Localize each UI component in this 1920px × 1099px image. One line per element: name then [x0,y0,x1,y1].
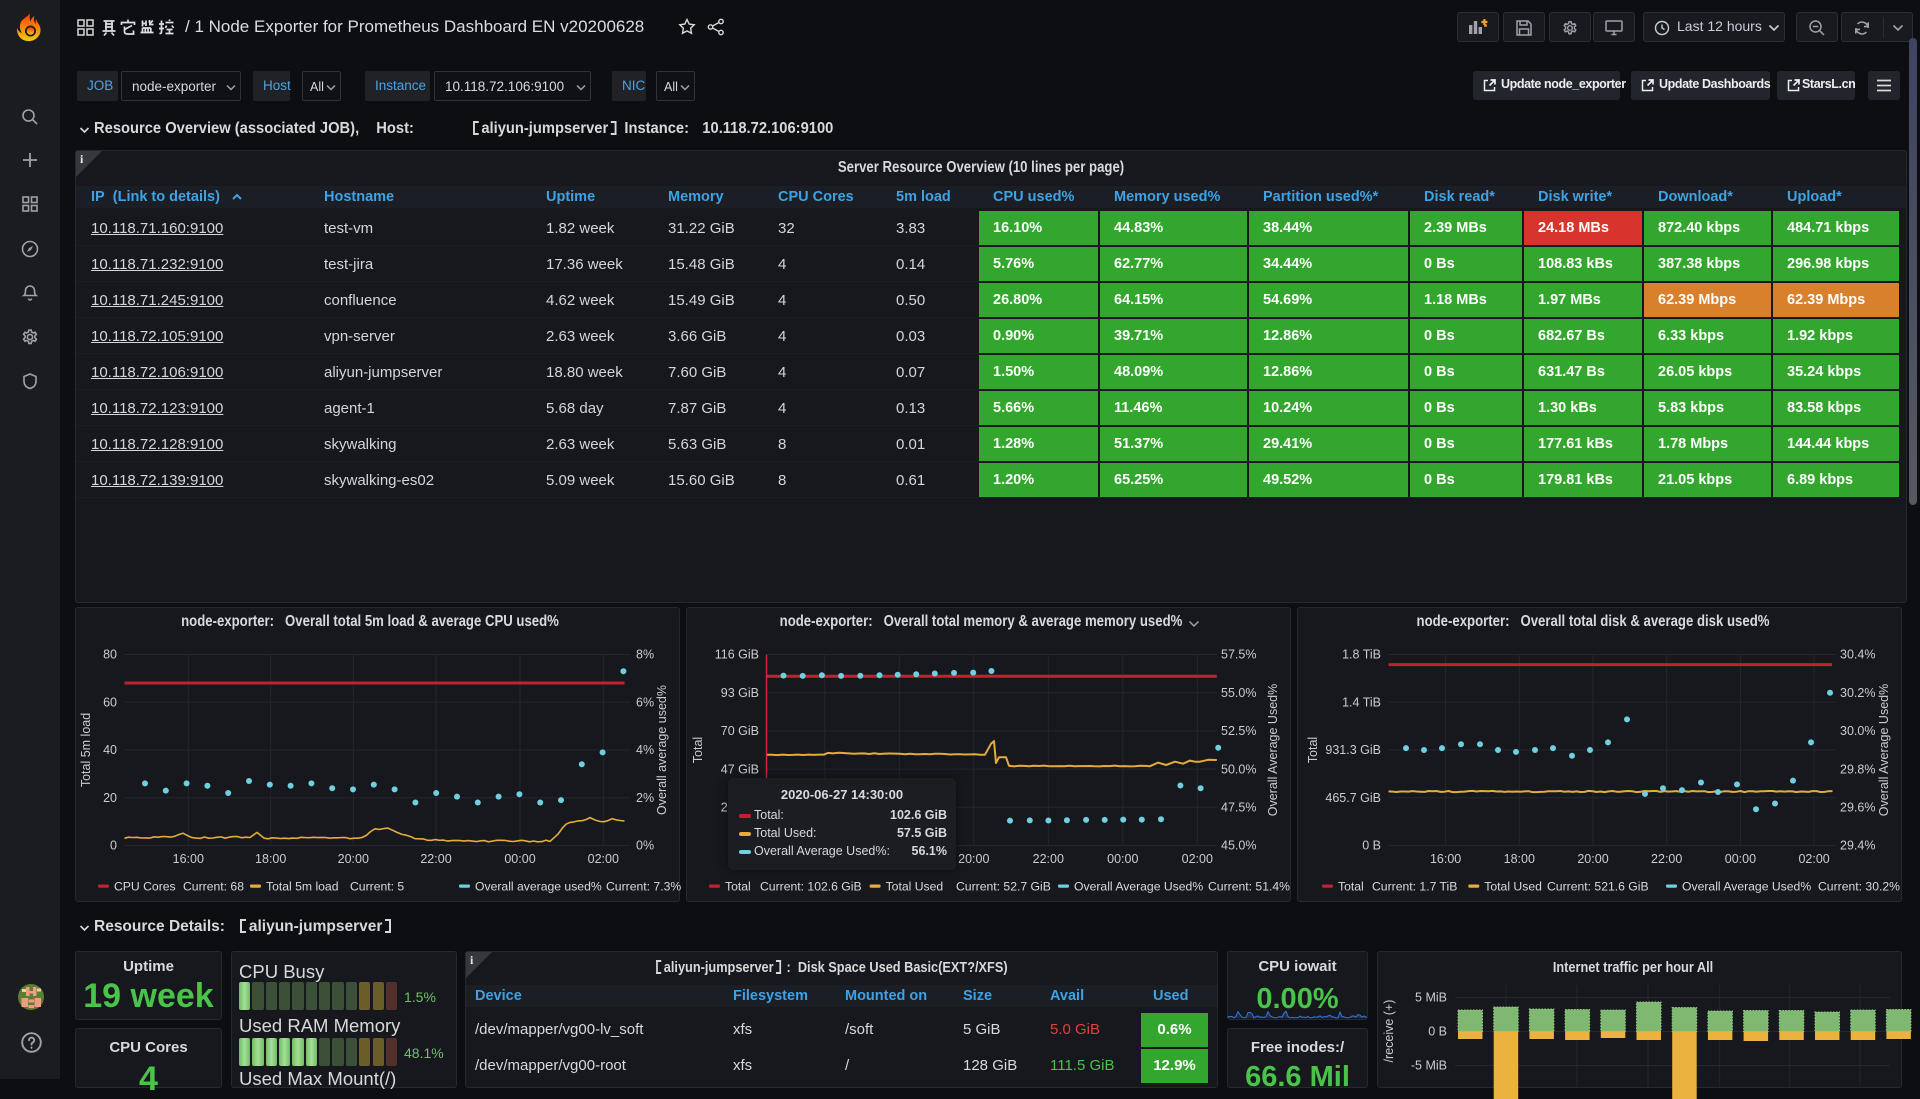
svg-text:1.8 TiB: 1.8 TiB [1342,648,1381,662]
svg-text:47 GiB: 47 GiB [721,762,759,776]
svg-text:Current: 521.6 GiB: Current: 521.6 GiB [1547,880,1649,894]
svg-text:0: 0 [110,839,117,853]
svg-text:29.4%: 29.4% [1840,839,1875,853]
svg-text:60: 60 [103,696,117,710]
svg-text:57.5%: 57.5% [1221,648,1256,662]
svg-text:Overall Average Used%: Overall Average Used% [1074,880,1203,894]
svg-text:22:00: 22:00 [420,852,451,866]
svg-text:Current: 51.4%: Current: 51.4% [1208,880,1290,894]
svg-text:47.5%: 47.5% [1221,801,1256,815]
svg-text:30.2%: 30.2% [1840,686,1875,700]
svg-text:Total: Total [691,737,705,763]
svg-text:Current: 7.3%: Current: 7.3% [606,880,681,894]
svg-text:Total Used: Total Used [1484,880,1542,894]
svg-text:Current: 68: Current: 68 [183,880,244,894]
svg-text:29.8%: 29.8% [1840,762,1875,776]
svg-text:Total 5m load: Total 5m load [266,880,339,894]
svg-text:29.6%: 29.6% [1840,801,1875,815]
svg-text:20:00: 20:00 [1577,852,1608,866]
svg-text:0%: 0% [636,839,654,853]
svg-text:-5 MiB: -5 MiB [1411,1059,1447,1073]
svg-text:Overall Average Used%: Overall Average Used% [1877,684,1891,816]
svg-text:45.0%: 45.0% [1221,839,1256,853]
svg-text:20:00: 20:00 [958,852,989,866]
svg-text:18:00: 18:00 [255,852,286,866]
svg-text:Current: 52.7 GiB: Current: 52.7 GiB [956,880,1051,894]
svg-text:Current: 102.6 GiB: Current: 102.6 GiB [760,880,862,894]
svg-text:Total: Total [725,880,751,894]
svg-text:20:00: 20:00 [338,852,369,866]
svg-text:5 MiB: 5 MiB [1415,991,1447,1005]
svg-text:55.0%: 55.0% [1221,686,1256,700]
svg-text:931.3 GiB: 931.3 GiB [1325,743,1381,757]
svg-text:465.7 GiB: 465.7 GiB [1325,791,1381,805]
svg-text:70 GiB: 70 GiB [721,724,759,738]
svg-text:18:00: 18:00 [1504,852,1535,866]
svg-text:30.4%: 30.4% [1840,648,1875,662]
svg-text:16:00: 16:00 [1430,852,1461,866]
svg-text:40: 40 [103,743,117,757]
svg-text:00:00: 00:00 [1725,852,1756,866]
svg-text:30.0%: 30.0% [1840,724,1875,738]
svg-text:8%: 8% [636,648,654,662]
svg-text:02:00: 02:00 [588,852,619,866]
svg-text:Current: 30.2%: Current: 30.2% [1818,880,1900,894]
svg-text:CPU Cores: CPU Cores [114,880,176,894]
svg-text:2%: 2% [636,791,654,805]
svg-text:6%: 6% [636,696,654,710]
svg-text:22:00: 22:00 [1651,852,1682,866]
svg-text:22:00: 22:00 [1033,852,1064,866]
svg-text:00:00: 00:00 [504,852,535,866]
svg-text:/receive (+): /receive (+) [1382,1000,1396,1063]
svg-text:Current: 5: Current: 5 [350,880,404,894]
svg-text:Total: Total [1306,737,1320,763]
svg-text:116 GiB: 116 GiB [715,648,759,662]
svg-text:Overall average used%: Overall average used% [655,685,669,815]
svg-text:16:00: 16:00 [173,852,204,866]
svg-text:Current: 1.7 TiB: Current: 1.7 TiB [1372,880,1457,894]
svg-text:Total: Total [1338,880,1364,894]
svg-text:Total 5m load: Total 5m load [79,713,93,787]
svg-text:0 B: 0 B [1362,839,1381,853]
svg-text:1.4 TiB: 1.4 TiB [1342,696,1381,710]
svg-text:02:00: 02:00 [1182,852,1213,866]
svg-text:20: 20 [103,791,117,805]
svg-text:93 GiB: 93 GiB [721,686,759,700]
svg-text:02:00: 02:00 [1798,852,1829,866]
svg-text:Overall Average Used%: Overall Average Used% [1682,880,1811,894]
svg-text:4%: 4% [636,743,654,757]
svg-text:0 B: 0 B [1428,1025,1447,1039]
svg-text:00:00: 00:00 [1107,852,1138,866]
svg-text:52.5%: 52.5% [1221,724,1256,738]
svg-text:50.0%: 50.0% [1221,762,1256,776]
svg-text:Overall Average Used%: Overall Average Used% [1266,684,1280,816]
svg-text:80: 80 [103,648,117,662]
svg-text:Total Used: Total Used [886,880,944,894]
svg-text:Overall average used%: Overall average used% [475,880,602,894]
